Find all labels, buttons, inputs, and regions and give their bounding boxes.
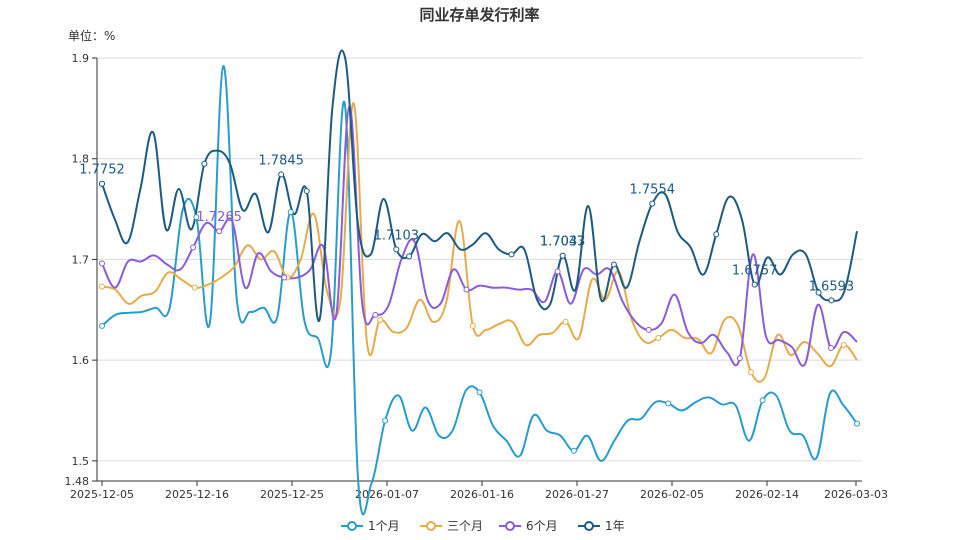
series-marker-1 bbox=[748, 369, 755, 376]
legend-swatch-marker bbox=[426, 521, 436, 531]
legend-swatch-marker bbox=[505, 521, 515, 531]
series-marker-1 bbox=[562, 318, 569, 325]
series-marker-2 bbox=[827, 345, 834, 352]
y-tick-label: 1.8 bbox=[72, 153, 90, 166]
series-marker-1 bbox=[469, 322, 476, 329]
series-marker-0 bbox=[382, 417, 389, 424]
series-marker-0 bbox=[193, 214, 200, 221]
x-tick-label: 2026-01-07 bbox=[355, 488, 419, 501]
data-label: 1.7037 bbox=[540, 235, 586, 250]
data-label: 1.6757 bbox=[732, 264, 778, 279]
legend-swatch-marker bbox=[347, 521, 357, 531]
data-label: 1.7103 bbox=[374, 228, 420, 243]
series-marker-1 bbox=[377, 316, 384, 323]
legend-swatch-marker bbox=[584, 521, 594, 531]
x-tick-label: 2025-12-25 bbox=[260, 488, 324, 501]
series-marker-2 bbox=[281, 274, 288, 281]
x-tick-label: 2026-03-03 bbox=[824, 488, 888, 501]
x-tick-label: 2025-12-16 bbox=[165, 488, 229, 501]
series-marker-2 bbox=[645, 326, 652, 333]
data-label: 1.7752 bbox=[79, 163, 125, 178]
x-tick-label: 2026-02-14 bbox=[735, 488, 799, 501]
series-marker-3 bbox=[406, 253, 413, 260]
series-line-3 bbox=[101, 49, 858, 322]
annotation-marker bbox=[393, 246, 400, 253]
legend: 1个月 三个月 6个月 1年 bbox=[341, 519, 625, 533]
annotation-marker bbox=[751, 281, 758, 288]
series-marker-0 bbox=[854, 420, 860, 427]
data-labels: 1.7752 1.7265 1.7845 1.7043 1.7103 1.7037 1.75… bbox=[79, 153, 855, 304]
chart-title: 同业存单发行利率 bbox=[419, 6, 540, 24]
series-marker-1 bbox=[191, 284, 198, 291]
annotation-marker bbox=[216, 228, 223, 235]
series-marker-3 bbox=[610, 261, 617, 268]
data-label: 1.7043 bbox=[540, 235, 586, 250]
series-marker-2 bbox=[736, 355, 743, 362]
series-marker-2 bbox=[99, 260, 105, 267]
series-marker-2 bbox=[190, 244, 197, 251]
y-tick-label: 1.7 bbox=[72, 253, 90, 266]
annotation-marker bbox=[649, 200, 656, 207]
series-line-0 bbox=[101, 65, 858, 516]
legend-entry: 1个月 bbox=[368, 519, 400, 533]
series-markers bbox=[99, 160, 860, 454]
x-tick-label: 2026-01-27 bbox=[545, 488, 609, 501]
data-label: 1.7845 bbox=[258, 153, 304, 168]
series-marker-3 bbox=[713, 231, 720, 238]
axes: 1.48 1.5 1.6 1.7 1.8 1.9 2025-12-05 2025-12-16 2… bbox=[65, 52, 888, 501]
series-marker-0 bbox=[759, 397, 766, 404]
legend-entry: 1年 bbox=[605, 519, 625, 533]
series-marker-1 bbox=[840, 342, 847, 349]
series-marker-2 bbox=[463, 286, 470, 293]
y-tick-label: 1.6 bbox=[72, 354, 90, 367]
series-marker-3 bbox=[201, 160, 208, 167]
annotation-marker bbox=[278, 171, 285, 178]
x-tick-label: 2026-02-05 bbox=[640, 488, 704, 501]
series-marker-3 bbox=[508, 251, 515, 258]
series-marker-3 bbox=[303, 187, 310, 194]
series-marker-1 bbox=[655, 334, 662, 341]
series-marker-0 bbox=[476, 389, 483, 396]
legend-entry: 6个月 bbox=[526, 519, 558, 533]
annotation-marker bbox=[99, 180, 105, 187]
y-tick-label: 1.48 bbox=[65, 475, 90, 488]
series-marker-2 bbox=[372, 311, 379, 318]
series-marker-2 bbox=[554, 268, 561, 275]
data-label: 1.7554 bbox=[630, 183, 676, 198]
series-marker-0 bbox=[570, 447, 577, 454]
series-marker-0 bbox=[287, 209, 294, 216]
series-lines bbox=[101, 49, 858, 516]
annotation-marker bbox=[559, 252, 566, 259]
data-label: 1.6593 bbox=[809, 279, 855, 294]
legend-entry: 三个月 bbox=[447, 519, 483, 533]
series-line-1 bbox=[101, 102, 858, 383]
data-label: 1.7265 bbox=[196, 210, 242, 225]
unit-label: 单位：% bbox=[68, 28, 115, 43]
series-line-2 bbox=[101, 105, 858, 367]
x-tick-label: 2026-01-16 bbox=[450, 488, 514, 501]
y-tick-label: 1.9 bbox=[72, 52, 90, 65]
x-tick-label: 2025-12-05 bbox=[70, 488, 134, 501]
series-marker-1 bbox=[99, 283, 105, 290]
series-marker-0 bbox=[99, 322, 105, 329]
series-marker-3 bbox=[815, 289, 822, 296]
annotation-marker bbox=[828, 297, 835, 304]
grid-lines bbox=[97, 57, 862, 462]
y-tick-label: 1.5 bbox=[72, 455, 90, 468]
series-marker-0 bbox=[665, 400, 672, 407]
